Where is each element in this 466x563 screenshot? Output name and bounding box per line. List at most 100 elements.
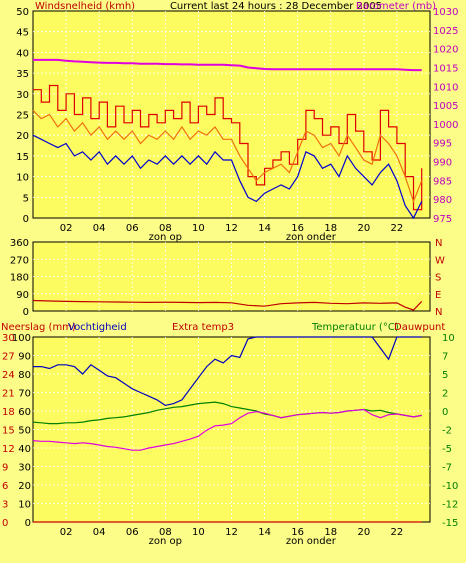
temp-tick-label: 2: [442, 389, 448, 400]
rain-tick-label: 24: [2, 370, 15, 381]
temperature-label: Temperatuur (°C): [311, 322, 399, 333]
humidity-label: Vochtigheid: [68, 322, 127, 333]
y2-tick-label: 980: [433, 195, 452, 206]
x-tick-label: 08: [159, 223, 172, 234]
humidity-tick-label: 70: [18, 389, 31, 400]
y-tick-label: 0: [23, 214, 29, 225]
y2-tick-label: 1025: [433, 26, 458, 37]
y-tick-label: 35: [16, 69, 29, 80]
humidity-tick-label: 90: [18, 352, 31, 363]
temp-tick-label: 7: [442, 352, 448, 363]
compass-tick-label: E: [435, 290, 441, 301]
chart-title: Current last 24 hours : 28 December 2005: [170, 1, 382, 12]
panel-labels: Windsnelheid (kmh) Current last 24 hours …: [1, 1, 445, 333]
x-tick-label: 12: [225, 527, 238, 538]
y2-tick-label: 1015: [433, 63, 458, 74]
humidity-tick-label: 80: [18, 370, 31, 381]
extra-temp-label: Extra temp3: [172, 322, 234, 333]
x-tick-label: 16: [291, 527, 304, 538]
y-tick-label: 20: [16, 131, 29, 142]
direction-tick-label: 0: [23, 307, 29, 318]
sunrise-marker: zon op: [149, 232, 182, 243]
x-tick-label: 16: [291, 223, 304, 234]
x-tick-label: 22: [391, 223, 404, 234]
humidity-tick-label: 10: [18, 500, 31, 511]
x-tick-label: 06: [126, 223, 139, 234]
sunrise-marker: zon op: [149, 536, 182, 547]
direction-tick-label: 360: [10, 238, 29, 249]
sunset-marker: zon onder: [286, 232, 337, 243]
series-line-wind_avg: [32, 109, 423, 204]
x-tick-label: 22: [391, 527, 404, 538]
dewpoint-label: Dauwpunt: [394, 322, 445, 333]
x-tick-label: 18: [324, 223, 337, 234]
rain-tick-label: 0: [2, 518, 8, 529]
rain-tick-label: 6: [2, 481, 8, 492]
temp-tick-label: 10: [442, 333, 455, 344]
x-tick-label: 20: [357, 527, 370, 538]
temp-tick-label: -10: [442, 481, 458, 492]
temp-tick-label: -12: [442, 500, 458, 511]
temp-tick-label: -2: [442, 426, 452, 437]
x-tick-label: 18: [324, 527, 337, 538]
x-tick-label: 08: [159, 527, 172, 538]
barometer-label: Barometer (mb): [356, 1, 436, 12]
rain-tick-label: 21: [2, 389, 15, 400]
rain-label: Neerslag (mm): [1, 322, 76, 333]
humidity-tick-label: 40: [18, 444, 31, 455]
x-tick-label: 06: [126, 527, 139, 538]
rain-tick-label: 27: [2, 352, 15, 363]
y2-tick-label: 995: [433, 139, 452, 150]
compass-tick-label: W: [435, 255, 445, 266]
y-tick-label: 10: [16, 173, 29, 184]
humidity-tick-label: 30: [18, 463, 31, 474]
y-tick-label: 50: [16, 7, 29, 18]
series-line-wind_min: [32, 134, 423, 220]
sunset-marker: zon onder: [286, 536, 337, 547]
x-tick-label: 04: [93, 527, 106, 538]
humidity-tick-label: 0: [25, 518, 31, 529]
direction-tick-label: 90: [16, 290, 29, 301]
compass-tick-label: N: [435, 307, 442, 318]
x-tick-label: 02: [60, 223, 73, 234]
series-lines: [32, 58, 423, 523]
humidity-tick-label: 60: [18, 407, 31, 418]
y-tick-label: 30: [16, 90, 29, 101]
compass-tick-label: S: [435, 273, 441, 284]
humidity-tick-label: 20: [18, 481, 31, 492]
series-line-dewpoint: [32, 408, 422, 451]
y2-tick-label: 1005: [433, 101, 458, 112]
x-tick-label: 14: [258, 527, 271, 538]
x-tick-label: 20: [357, 223, 370, 234]
series-line-humidity: [33, 336, 422, 407]
temp-tick-label: -5: [442, 444, 452, 455]
humidity-tick-label: 50: [18, 426, 31, 437]
y-tick-label: 25: [16, 111, 29, 122]
humidity-tick-label: 100: [12, 333, 31, 344]
wind-speed-label: Windsnelheid (kmh): [35, 1, 135, 12]
y-tick-label: 15: [16, 152, 29, 163]
temp-tick-label: -15: [442, 518, 458, 529]
rain-tick-label: 3: [2, 500, 8, 511]
y2-tick-label: 1030: [433, 7, 458, 18]
x-tick-label: 02: [60, 527, 73, 538]
direction-tick-label: 180: [10, 273, 29, 284]
series-line-wind_max: [33, 84, 423, 211]
tick-labels: 0510152025303540455097598098599099510001…: [2, 7, 458, 547]
x-tick-label: 10: [192, 527, 205, 538]
x-tick-label: 12: [225, 223, 238, 234]
rain-tick-label: 9: [2, 463, 8, 474]
y2-tick-label: 985: [433, 176, 452, 187]
x-tick-label: 10: [192, 223, 205, 234]
y-tick-label: 45: [16, 28, 29, 39]
y2-tick-label: 1000: [433, 120, 458, 131]
y2-tick-label: 1010: [433, 82, 458, 93]
grid-lines: [33, 11, 430, 522]
y-tick-label: 40: [16, 48, 29, 59]
series-line-barometer: [33, 58, 422, 72]
temp-tick-label: -7: [442, 463, 452, 474]
y-tick-label: 5: [23, 193, 29, 204]
rain-tick-label: 30: [2, 333, 15, 344]
